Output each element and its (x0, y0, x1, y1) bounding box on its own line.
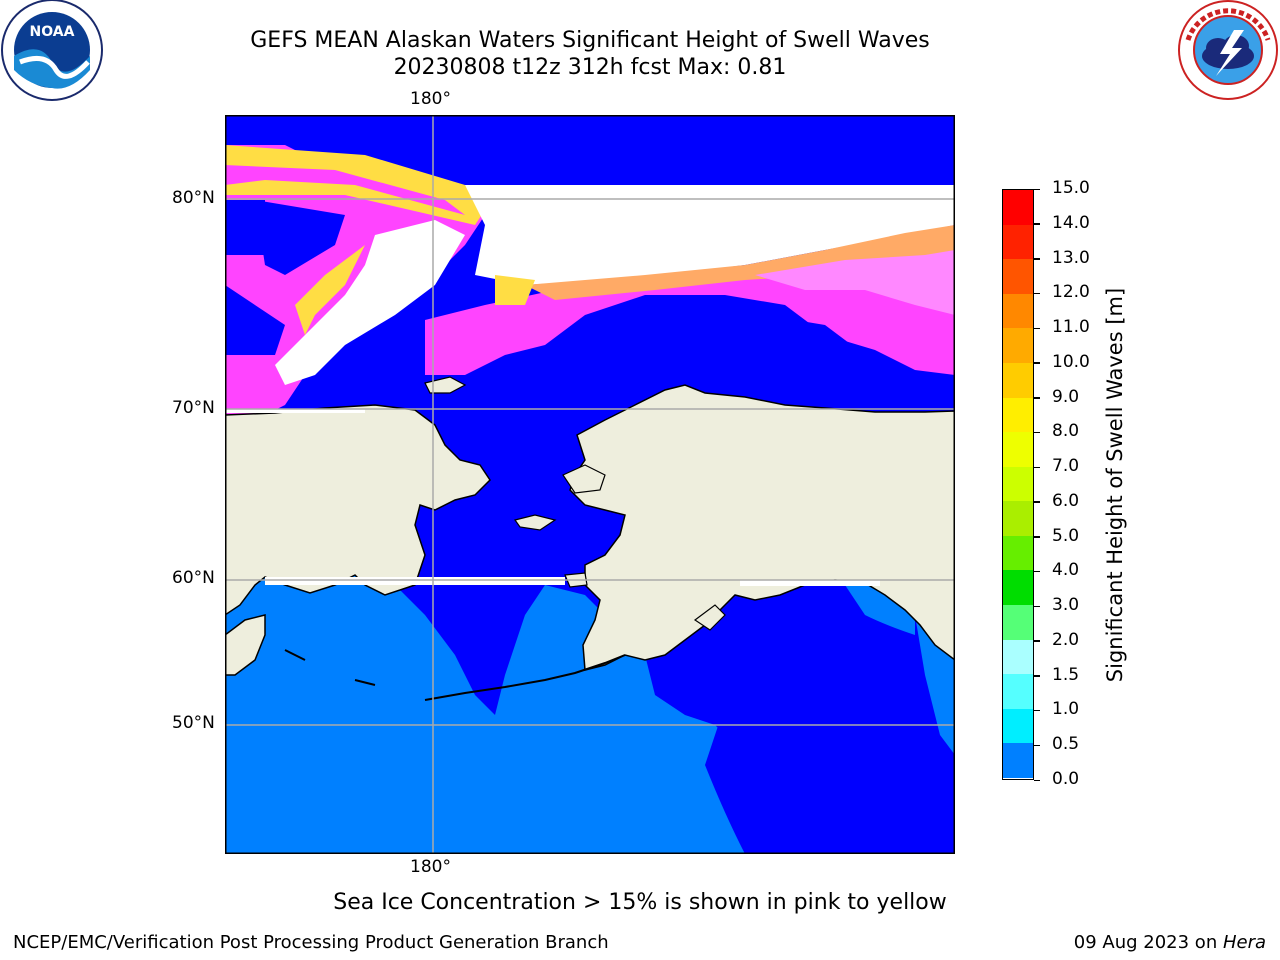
colorbar-tick-label: 0.5 (1052, 734, 1080, 755)
water-pocket-central (605, 305, 705, 345)
colorbar-tick-mark (1034, 188, 1040, 190)
colorbar-tick-label: 8.0 (1052, 421, 1080, 442)
colorbar-segment (1003, 432, 1033, 468)
colorbar-tick-label: 6.0 (1052, 490, 1080, 511)
lat-label-80: 80°N (172, 188, 215, 208)
colorbar-tick-mark (1034, 779, 1040, 781)
sea-ice-west-white (275, 220, 465, 385)
colorbar-segment (1003, 362, 1033, 399)
svg-text:NOAA: NOAA (30, 24, 75, 40)
map-plot (225, 115, 955, 854)
sea-ice-north-white (465, 185, 955, 285)
colorbar-tick-label: 13.0 (1052, 247, 1090, 268)
colorbar-tick-label: 1.5 (1052, 664, 1080, 685)
colorbar-tick-label: 15.0 (1052, 178, 1090, 198)
colorbar-segment (1003, 708, 1033, 744)
colorbar-tick-mark (1034, 258, 1040, 260)
lat-label-70: 70°N (172, 398, 215, 418)
colorbar-tick-label: 10.0 (1052, 351, 1090, 372)
colorbar-segment (1003, 605, 1033, 641)
colorbar-tick-label: 0.0 (1052, 769, 1080, 789)
noaa-logo-icon: NOAA (1, 0, 103, 101)
title-line-2: 20230808 t12z 312h fcst Max: 0.81 (393, 55, 787, 80)
colorbar-segment (1003, 397, 1033, 433)
land-wrangel (424, 376, 467, 394)
lat-label-60: 60°N (172, 568, 215, 588)
sea-ice-central-orange (525, 225, 955, 300)
lon-label-top: 180° (410, 89, 451, 109)
colorbar-tick-label: 4.0 (1052, 560, 1080, 581)
colorbar-segment (1003, 501, 1033, 537)
colorbar-segment (1003, 224, 1033, 260)
water-pocket-1 (225, 200, 265, 255)
colorbar-tick-label: 2.0 (1052, 629, 1080, 650)
colorbar-tick-mark (1034, 397, 1040, 399)
colorbar-tick-label: 14.0 (1052, 212, 1090, 233)
colorbar-segment (1003, 259, 1033, 295)
grid-seam-60n-east (740, 580, 880, 586)
footer-date: 09 Aug 2023 on (1073, 932, 1223, 953)
land-kamchatka (225, 614, 266, 676)
land-commander-islands (284, 649, 376, 686)
colorbar-tick-mark (1034, 744, 1040, 747)
land-kodiak (693, 604, 726, 631)
ocean-low-swell-gulf (705, 690, 839, 854)
colorbar-tick-mark (1034, 501, 1040, 503)
colorbar-tick-label: 5.0 (1052, 525, 1080, 546)
colorbar-tick-label: 12.0 (1052, 282, 1090, 303)
colorbar-segment (1003, 639, 1033, 675)
colorbar-tick-mark (1034, 223, 1040, 225)
map-frame (225, 115, 955, 854)
grid-seam-60n (265, 577, 565, 585)
sea-ice-yellow-spot (495, 275, 535, 305)
colorbar-segment (1003, 570, 1033, 606)
title-line-1: GEFS MEAN Alaskan Waters Significant Hei… (250, 28, 930, 53)
sea-ice-east-light (755, 250, 955, 315)
colorbar-tick-mark (1034, 570, 1040, 573)
colorbar-tick-label: 7.0 (1052, 456, 1080, 477)
sea-ice-note: Sea Ice Concentration > 15% is shown in … (333, 890, 947, 915)
land-alaska (569, 384, 955, 671)
footer-machine: Hera (1222, 932, 1266, 953)
colorbar-segment (1003, 293, 1033, 329)
colorbar-tick-label: 9.0 (1052, 386, 1080, 407)
nws-logo-icon (1178, 0, 1278, 100)
water-pocket-3 (225, 285, 285, 355)
colorbar-tick-mark (1034, 327, 1040, 330)
land-seward-peninsula (562, 464, 606, 494)
colorbar-segment (1003, 743, 1033, 779)
colorbar-tick-mark (1034, 605, 1040, 608)
land-aleutians (424, 654, 626, 701)
sea-ice-west-yellow-2 (295, 245, 365, 335)
water-pocket-2 (255, 200, 345, 275)
colorbar (1002, 189, 1034, 780)
colorbar-segment (1003, 190, 1033, 226)
colorbar-tick-mark (1034, 466, 1040, 469)
colorbar-tick-mark (1034, 362, 1040, 364)
colorbar-tick-label: 3.0 (1052, 595, 1080, 616)
lat-label-50: 50°N (172, 713, 215, 733)
colorbar-tick-mark (1034, 640, 1040, 642)
colorbar-tick-mark (1034, 536, 1040, 538)
colorbar-segment (1003, 535, 1033, 571)
colorbar-label: Significant Height of Swell Waves [m] (1103, 287, 1127, 683)
colorbar-segment (1003, 328, 1033, 364)
colorbar-tick-label: 11.0 (1052, 317, 1090, 338)
land-st-lawrence (513, 514, 557, 531)
footer-right: 09 Aug 2023 on Hera (1074, 932, 1266, 953)
colorbar-segment (1003, 466, 1033, 502)
colorbar-tick-mark (1034, 431, 1040, 434)
colorbar-segment (1003, 674, 1033, 710)
sea-ice-west-pink-inner (225, 165, 465, 215)
colorbar-tick-mark (1034, 675, 1040, 677)
colorbar-tick-label: 1.0 (1052, 699, 1080, 720)
footer-left: NCEP/EMC/Verification Post Processing Pr… (13, 932, 609, 953)
lon-label-bottom: 180° (410, 857, 451, 877)
colorbar-tick-mark (1034, 709, 1040, 712)
colorbar-tick-mark (1034, 292, 1040, 295)
ice-edge-70n (225, 409, 365, 413)
